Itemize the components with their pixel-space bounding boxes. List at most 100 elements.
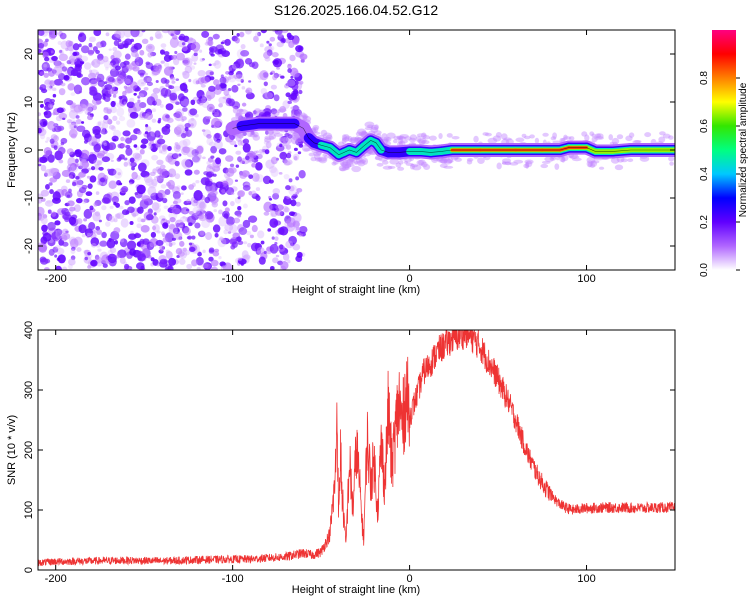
spectrogram-ridge-halo [324, 155, 329, 159]
spectrogram-noise-cell [298, 170, 306, 179]
spectrogram-ridge-halo [302, 113, 308, 120]
spectrogram-noise-cell [287, 68, 292, 73]
spectrogram-noise-cell [191, 182, 196, 188]
spectrogram-noise-cell [41, 224, 48, 232]
spectrogram-ridge-halo [355, 131, 362, 137]
spectrogram-noise-cell [88, 136, 98, 147]
spectrogram-noise-cell [136, 252, 146, 262]
spectrogram-noise-cell [137, 95, 141, 99]
spectrogram-noise-cell [101, 231, 107, 239]
spectrogram-ridge-halo [273, 133, 283, 137]
spectrogram-noise-cell [49, 80, 56, 87]
spectrogram-noise-cell [131, 166, 135, 171]
spectrogram-noise-cell [126, 240, 137, 250]
spectrogram-noise-cell [103, 114, 109, 121]
spectrogram-noise-cell [75, 197, 83, 204]
spectrogram-noise-cell [114, 240, 119, 245]
spectrogram-noise [38, 30, 308, 270]
spectrogram-noise-cell [182, 45, 188, 52]
spectrogram-noise-cell [118, 95, 123, 100]
spectrogram-noise-cell [240, 78, 244, 83]
spectrogram-noise-cell [82, 104, 87, 109]
spectrogram-noise-cell [115, 202, 121, 208]
spectrogram-noise-cell [154, 130, 161, 138]
spectrogram-noise-cell [187, 215, 196, 225]
spectrogram-noise-cell [122, 130, 131, 137]
spectrogram-noise-cell [129, 111, 139, 119]
spectrogram-noise-cell [188, 242, 193, 246]
spectrogram-noise-cell [186, 263, 193, 270]
spectrogram-noise-cell [143, 175, 153, 183]
spectrogram-ridge-halo [625, 135, 633, 142]
spectrogram-noise-cell [178, 35, 184, 41]
spectrogram-noise-cell [228, 70, 234, 76]
spectrogram-ridge-halo [418, 139, 426, 146]
spectrogram-noise-cell [120, 238, 125, 243]
spectrogram-noise-cell [198, 214, 207, 222]
spectrogram-noise-cell [276, 30, 283, 35]
spectrogram-noise-cell [161, 231, 165, 236]
spectrogram-ridge-halo [466, 157, 474, 162]
spectrogram-noise-cell [123, 246, 128, 251]
spectrogram-noise-cell [130, 161, 137, 168]
spectrogram-noise-cell [279, 151, 288, 160]
spectrogram-noise-cell [98, 159, 104, 164]
snr-y-tick-label: 100 [23, 501, 35, 519]
spectrogram-noise-cell [90, 166, 96, 171]
spectrogram-noise-cell [95, 259, 103, 267]
spectrogram-noise-cell [248, 174, 254, 179]
spectrogram-noise-cell [50, 168, 60, 175]
spectrogram-ridge-halo [443, 165, 454, 169]
spectrogram-noise-cell [151, 118, 157, 123]
spectrogram-noise-cell [296, 187, 303, 193]
spectrogram-noise-cell [72, 51, 78, 57]
spectrogram-ridge-halo [268, 133, 277, 140]
spectrogram-noise-cell [38, 193, 44, 200]
spectrogram-ridge-halo [233, 134, 238, 139]
spectrogram-noise-cell [271, 236, 275, 240]
spectrogram-ridge-halo [658, 136, 666, 143]
spectrogram-noise-cell [285, 92, 291, 98]
spectrogram-noise-cell [126, 101, 135, 109]
spectrogram-noise-cell [133, 144, 138, 148]
spectrogram-noise-cell [159, 258, 168, 265]
spectrogram-ridge-halo [620, 158, 628, 163]
spectrogram-noise-cell [105, 32, 110, 37]
spectrogram-noise-cell [141, 38, 149, 45]
spectrogram-noise-cell [241, 86, 246, 90]
spectrogram-noise-cell [137, 93, 145, 98]
spectrogram-noise-cell [124, 78, 131, 85]
spectrogram-noise-cell [201, 219, 211, 229]
spectrogram-noise-cell [224, 207, 230, 213]
spectrogram-noise-cell [238, 227, 248, 235]
spectrogram-ridge-halo [343, 134, 350, 140]
spectrogram-noise-cell [110, 159, 114, 163]
spectrogram-ridge-halo [628, 132, 635, 138]
spectrogram-noise-cell [120, 136, 125, 142]
spectrogram-noise-cell [38, 123, 41, 129]
spectrogram-noise-cell [53, 125, 62, 133]
spectrogram-noise-cell [75, 175, 80, 180]
spectrogram-noise-cell [102, 263, 108, 268]
spectrogram-noise-cell [188, 210, 194, 215]
spectrogram-ridge-halo [347, 158, 356, 165]
spectrogram-ridge-halo [385, 137, 390, 142]
spectrogram-noise-cell [217, 48, 223, 55]
spectrogram-noise-cell [91, 58, 101, 68]
spectrogram-noise-cell [135, 61, 140, 67]
spectrogram-noise-cell [221, 189, 226, 194]
spectrogram-ridge-halo [668, 156, 675, 162]
spectrogram-noise-cell [210, 259, 219, 267]
spectrogram-y-tick-label: 20 [23, 48, 35, 60]
spectrogram-x-axis-label: Height of straight line (km) [292, 284, 420, 296]
spectrogram-y-ticks: -20 -10 0 10 20 [23, 48, 675, 254]
spectrogram-noise-cell [94, 211, 101, 217]
spectrogram-noise-cell [255, 195, 261, 201]
spectrogram-noise-cell [90, 259, 98, 267]
spectrogram-noise-cell [287, 34, 295, 41]
spectrogram-noise-cell [255, 161, 263, 171]
spectrogram-noise-cell [44, 267, 50, 270]
spectrogram-noise-cell [237, 83, 241, 86]
spectrogram-ridge-halo [344, 163, 350, 170]
spectrogram-noise-cell [184, 169, 193, 176]
